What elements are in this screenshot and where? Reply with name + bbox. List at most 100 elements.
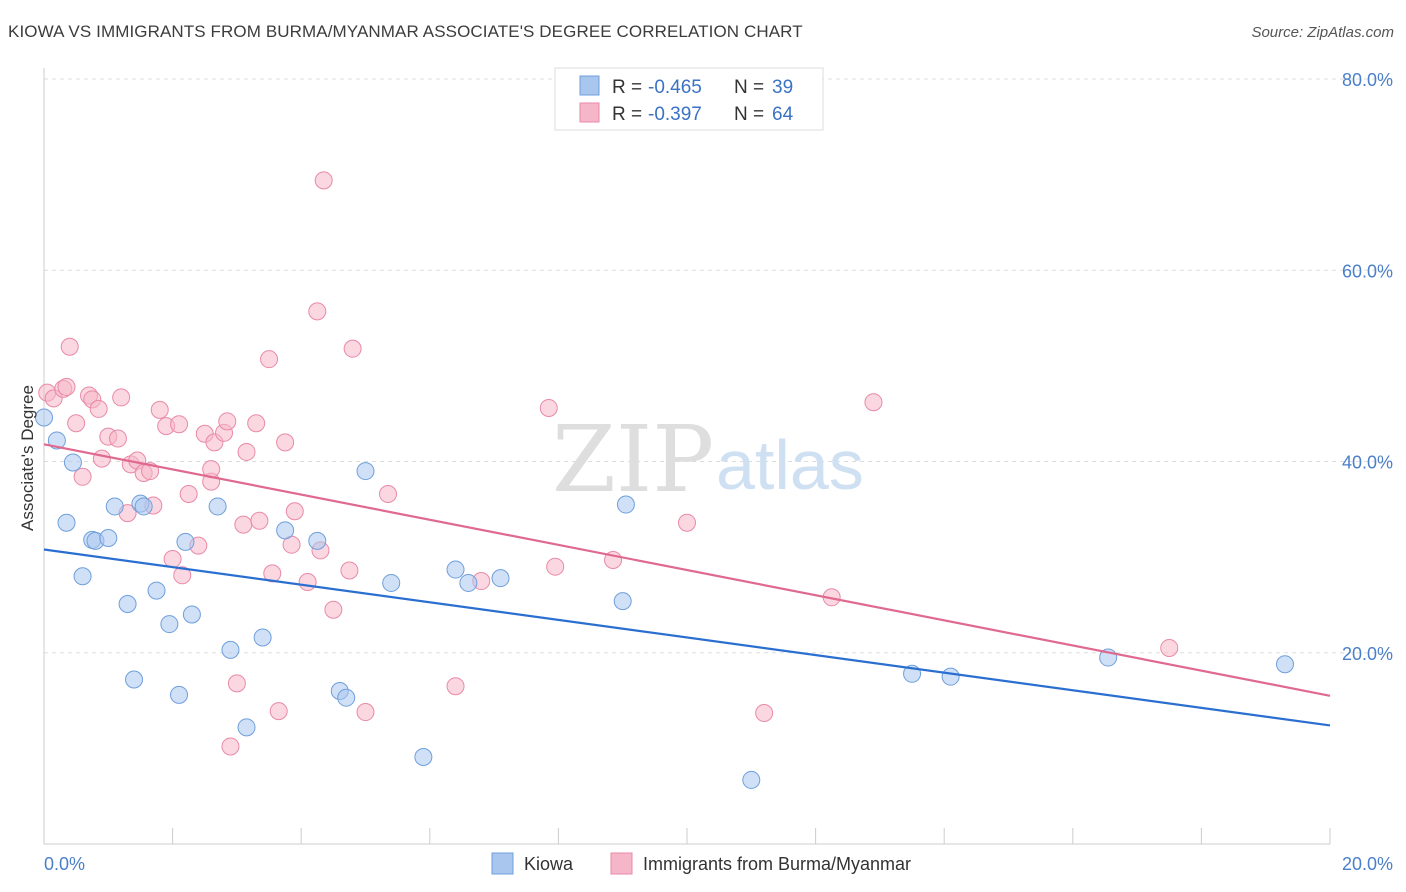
chart-title: KIOWA VS IMMIGRANTS FROM BURMA/MYANMAR A… [8,22,803,41]
burma-point-48 [314,171,333,190]
kiowa-point-29 [446,560,465,579]
burma-point-54 [446,677,465,696]
burma-point-13 [112,388,131,407]
y-tick-label-80: 80.0% [1342,70,1393,90]
burma-point-39 [260,350,279,369]
burma-point-50 [340,561,359,580]
kiowa-point-13 [147,581,166,600]
burma-point-41 [269,702,288,721]
source-label: Source: ZipAtlas.com [1251,24,1394,41]
burma-point-44 [285,502,304,521]
y-tick-label-40: 40.0% [1342,453,1393,473]
burma-point-62 [864,393,883,412]
y-tick-label-20: 20.0% [1342,644,1393,664]
legend-n-label-kiowa: N = [734,77,764,98]
kiowa-point-17 [182,605,201,624]
kiowa-point-1 [47,431,66,450]
burma-point-36 [237,442,256,461]
kiowa-point-33 [616,495,635,514]
burma-point-42 [276,433,295,452]
kiowa-point-19 [221,640,240,659]
kiowa-point-4 [73,567,92,586]
kiowa-point-23 [308,531,327,550]
y-tick-labels: 20.0% 40.0% 60.0% 80.0% [1342,70,1393,664]
burma-point-57 [546,557,565,576]
kiowa-point-26 [356,462,375,481]
legend-r-label-kiowa: R = [612,77,642,98]
burma-point-34 [227,674,246,693]
kiowa-point-20 [237,718,256,737]
kiowa-point-2 [57,513,76,532]
burma-point-59 [678,513,696,532]
watermark-zip: ZIP [552,406,714,513]
burma-points [38,171,1179,756]
burma-point-25 [179,485,198,504]
kiowa-point-28 [414,747,433,766]
kiowa-point-9 [118,594,137,613]
watermark: ZIP atlas [552,406,864,513]
burma-point-5 [67,414,86,433]
watermark-atlas: atlas [716,426,864,504]
y-axis-title: Associate's Degree [18,385,37,531]
burma-point-38 [250,511,269,530]
kiowa-point-18 [208,497,227,516]
kiowa-point-0 [35,408,53,427]
burma-point-22 [163,550,182,569]
burma-point-63 [1160,638,1179,657]
kiowa-point-34 [742,770,761,789]
y-tick-label-60: 60.0% [1342,261,1393,281]
x-tick-label-min: 0.0% [44,854,85,874]
burma-point-53 [379,485,398,504]
kiowa-point-7 [99,529,118,547]
kiowa-point-10 [125,670,144,689]
series-legend-swatch-burma [610,852,633,875]
burma-point-46 [308,302,327,321]
kiowa-point-8 [105,497,124,516]
x-tick-label-max: 20.0% [1342,854,1393,874]
kiowa-point-12 [134,497,153,516]
burma-point-6 [73,467,92,486]
burma-point-12 [108,429,127,448]
kiowa-point-32 [613,592,632,611]
legend-r-label-burma: R = [612,104,642,125]
burma-point-49 [324,600,343,619]
burma-point-56 [539,398,558,417]
legend-r-value-burma: -0.397 [648,104,702,125]
burma-point-32 [218,412,237,431]
burma-point-37 [247,414,266,433]
stats-legend: R = -0.465 N = 39 R = -0.397 N = 64 [554,67,824,131]
kiowa-point-25 [337,688,356,707]
burma-point-35 [234,515,253,534]
burma-point-24 [173,566,192,585]
legend-r-value-kiowa: -0.465 [648,77,702,98]
legend-n-value-kiowa: 39 [772,77,793,98]
kiowa-point-21 [253,628,272,647]
kiowa-point-16 [176,532,195,551]
kiowa-points [35,408,1294,789]
kiowa-point-31 [491,569,510,588]
burma-point-3 [57,377,76,396]
kiowa-point-36 [941,667,960,686]
kiowa-point-22 [276,521,295,540]
series-legend-swatch-kiowa [491,852,514,875]
kiowa-point-38 [1275,655,1294,674]
legend-n-value-burma: 64 [772,104,794,125]
kiowa-point-14 [160,615,179,634]
axes [43,68,1331,845]
burma-point-45 [298,572,317,591]
legend-swatch-kiowa [579,75,600,96]
burma-point-51 [343,339,362,358]
kiowa-point-3 [63,453,82,472]
legend-n-label-burma: N = [734,104,764,125]
series-legend-label-kiowa: Kiowa [524,854,574,874]
burma-point-23 [170,415,189,434]
series-legend: Kiowa Immigrants from Burma/Myanmar [491,852,911,875]
series-legend-label-burma: Immigrants from Burma/Myanmar [643,854,911,874]
gridlines [44,78,1393,654]
legend-swatch-burma [579,102,600,123]
burma-point-52 [356,703,375,722]
kiowa-trend-line [43,548,1331,727]
kiowa-point-15 [170,685,189,704]
burma-point-20 [150,400,169,419]
